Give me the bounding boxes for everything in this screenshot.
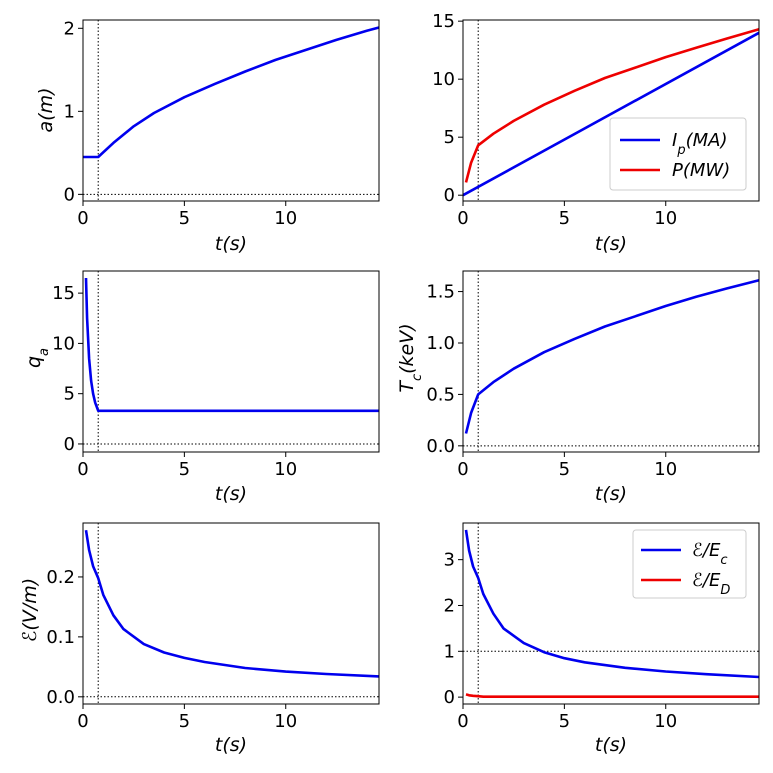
x-tick-label: 5 — [559, 208, 570, 229]
panel-e-ratio-plot: 0 5 10 0 1 2 3 — [444, 522, 760, 732]
series-line-0 — [83, 26, 380, 159]
panel-a-minor-radius: 0 5 10 0 1 2 a(m) t(s) — [35, 18, 380, 255]
panel-e-field-ylabel: ℰ(V/m) — [19, 578, 41, 642]
x-tick-label: 10 — [654, 711, 677, 732]
panel-e-field-xlabel: t(s) — [215, 734, 247, 756]
x-tick-label: 5 — [179, 459, 190, 480]
y-tick-label: 1.5 — [426, 282, 455, 303]
series-line-0 — [84, 529, 380, 678]
x-tick-label: 5 — [559, 459, 570, 480]
series-line-0 — [464, 529, 760, 679]
y-tick-label: 1 — [444, 641, 455, 662]
axes-frame — [82, 522, 380, 705]
panel-a-ylabel: a(m) — [35, 88, 57, 133]
x-tick-label: 0 — [457, 208, 468, 229]
x-tick-label: 10 — [654, 208, 677, 229]
y-tick-label: 15 — [432, 11, 455, 32]
y-tick-label: 0 — [444, 687, 455, 708]
x-tick-label: 0 — [77, 459, 88, 480]
y-tick-label: 0.5 — [426, 384, 455, 405]
y-tick-label: 10 — [432, 69, 455, 90]
y-tick-label: 0.2 — [46, 567, 75, 588]
y-tick-label: 0 — [64, 184, 75, 205]
x-tick-label: 10 — [274, 459, 297, 480]
axes-frame — [462, 522, 760, 705]
y-tick-label: 3 — [444, 550, 455, 571]
x-tick-label: 0 — [77, 711, 88, 732]
panel-tc-xlabel: t(s) — [595, 483, 627, 505]
axes-frame — [82, 19, 380, 202]
series-line-1 — [464, 28, 760, 183]
legend-current-power: Ip(MA) P(MW) — [609, 117, 747, 191]
y-tick-label: 0.0 — [426, 436, 455, 457]
axes-frame — [82, 270, 380, 453]
panel-tc-ylabel: Tc(keV) — [396, 323, 425, 392]
y-tick-label: 0.1 — [46, 627, 75, 648]
x-tick-label: 5 — [179, 208, 190, 229]
panel-qa-ylabel: qa — [23, 348, 52, 368]
panel-tc: 0 5 10 0.0 0.5 1.0 1.5 Tc(keV) t(s) — [396, 270, 760, 505]
axes-frame — [462, 19, 760, 202]
panel-qa-plot: 0 5 10 0 5 10 15 — [52, 270, 380, 480]
panel-e-field: 0 5 10 0.0 0.1 0.2 ℰ(V/m) t(s) — [19, 522, 380, 756]
x-tick-label: 0 — [77, 208, 88, 229]
y-tick-label: 5 — [444, 127, 455, 148]
y-tick-label: 2 — [444, 595, 455, 616]
y-tick-label: 0.0 — [46, 687, 75, 708]
panel-current-power-xlabel: t(s) — [595, 233, 627, 255]
x-tick-label: 0 — [457, 459, 468, 480]
y-tick-label: 0 — [444, 185, 455, 206]
legend-e-ratio: ℰ/Ec ℰ/ED — [632, 529, 747, 599]
axes-frame — [462, 270, 760, 453]
panel-e-ratio: 0 5 10 0 1 2 3 t(s) ℰ/Ec ℰ/ED — [444, 522, 760, 756]
series-line-1 — [465, 693, 759, 699]
series-line-0 — [462, 31, 760, 197]
y-tick-label: 0 — [64, 434, 75, 455]
x-tick-label: 10 — [274, 711, 297, 732]
panel-qa-xlabel: t(s) — [215, 483, 247, 505]
panel-qa: 0 5 10 0 5 10 15 qa t(s) — [23, 270, 380, 505]
panel-a-plot: 0 5 10 0 1 2 — [64, 18, 380, 229]
y-tick-label: 1.0 — [426, 333, 455, 354]
panel-current-power-plot: 0 5 10 0 5 10 15 — [432, 11, 760, 229]
panel-e-field-plot: 0 5 10 0.0 0.1 0.2 — [46, 522, 380, 732]
panel-a-xlabel: t(s) — [215, 233, 247, 255]
x-tick-label: 10 — [654, 459, 677, 480]
panel-e-ratio-xlabel: t(s) — [595, 734, 627, 756]
x-tick-label: 5 — [179, 711, 190, 732]
y-tick-label: 15 — [52, 283, 75, 304]
x-tick-label: 0 — [457, 711, 468, 732]
x-tick-label: 5 — [559, 711, 570, 732]
legend-box — [609, 117, 747, 191]
legend-label-p: P(MW) — [672, 160, 730, 181]
y-tick-label: 1 — [64, 101, 75, 122]
y-tick-label: 10 — [52, 333, 75, 354]
series-line-0 — [464, 279, 760, 434]
y-tick-label: 2 — [64, 18, 75, 39]
series-line-0 — [84, 277, 379, 413]
x-tick-label: 10 — [274, 208, 297, 229]
panel-tc-plot: 0 5 10 0.0 0.5 1.0 1.5 — [426, 270, 760, 480]
panel-current-power: 0 5 10 0 5 10 15 t(s) Ip(MA) P(MW) — [432, 11, 760, 255]
y-tick-label: 5 — [64, 384, 75, 405]
